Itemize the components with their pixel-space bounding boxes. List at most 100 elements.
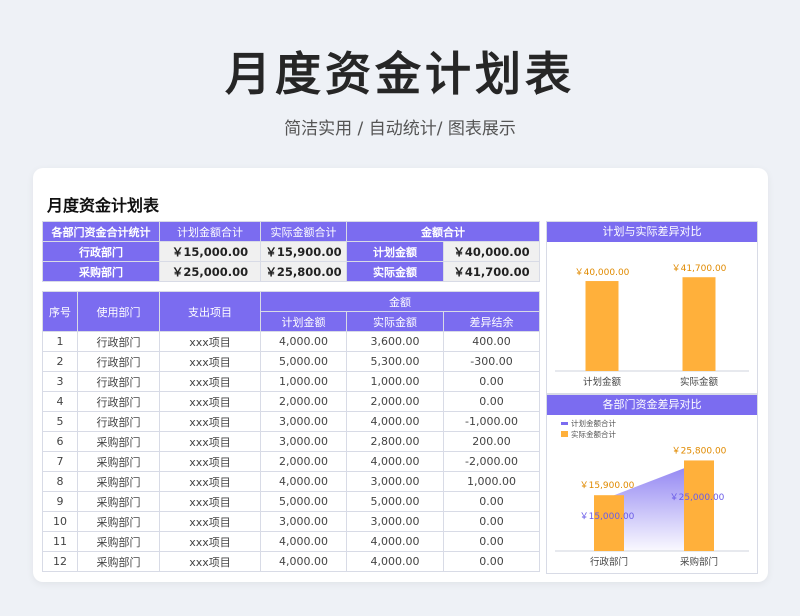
cell-diff[interactable]: 200.00	[443, 431, 540, 452]
summary-actual-cell[interactable]: ￥15,900.00	[260, 241, 347, 262]
cell-plan[interactable]: 2,000.00	[260, 451, 347, 472]
cell-actual[interactable]: 2,000.00	[346, 391, 444, 412]
cell-dept[interactable]: 行政部门	[77, 411, 160, 432]
cell-dept[interactable]: 行政部门	[77, 371, 160, 392]
cell-no[interactable]: 3	[42, 371, 78, 392]
table-row[interactable]: 2 行政部门 xxx项目 5,000.00 5,300.00 -300.00	[42, 351, 540, 372]
cell-diff[interactable]: 400.00	[443, 331, 540, 352]
cell-dept[interactable]: 行政部门	[77, 391, 160, 412]
summary-plan-cell[interactable]: ￥15,000.00	[159, 241, 261, 262]
chart1-plot: ￥40,000.00 计划金额 ￥41,700.00 实际金额	[555, 264, 749, 388]
cell-diff[interactable]: 0.00	[443, 531, 540, 552]
summary-dept-cell[interactable]: 行政部门	[42, 241, 160, 262]
summary-dept-cell[interactable]: 采购部门	[42, 261, 160, 282]
table-row[interactable]: 7 采购部门 xxx项目 2,000.00 4,000.00 -2,000.00	[42, 451, 540, 472]
table-row[interactable]: 11 采购部门 xxx项目 4,000.00 4,000.00 0.00	[42, 531, 540, 552]
cell-item[interactable]: xxx项目	[159, 411, 261, 432]
cell-item[interactable]: xxx项目	[159, 331, 261, 352]
cell-item[interactable]: xxx项目	[159, 551, 261, 572]
cell-item[interactable]: xxx项目	[159, 471, 261, 492]
chart2-actual-label: ￥25,800.00	[672, 446, 727, 456]
cell-plan[interactable]: 4,000.00	[260, 551, 347, 572]
cell-plan[interactable]: 4,000.00	[260, 331, 347, 352]
summary-label-cell[interactable]: 计划金额	[346, 241, 444, 262]
summary-total-cell[interactable]: ￥40,000.00	[443, 241, 540, 262]
cell-actual[interactable]: 4,000.00	[346, 411, 444, 432]
cell-item[interactable]: xxx项目	[159, 451, 261, 472]
table-row[interactable]: 5 行政部门 xxx项目 3,000.00 4,000.00 -1,000.00	[42, 411, 540, 432]
cell-dept[interactable]: 采购部门	[77, 451, 160, 472]
cell-dept[interactable]: 采购部门	[77, 551, 160, 572]
cell-actual[interactable]: 3,000.00	[346, 471, 444, 492]
table-row[interactable]: 3 行政部门 xxx项目 1,000.00 1,000.00 0.00	[42, 371, 540, 392]
cell-actual[interactable]: 3,000.00	[346, 511, 444, 532]
cell-item[interactable]: xxx项目	[159, 531, 261, 552]
table-row[interactable]: 10 采购部门 xxx项目 3,000.00 3,000.00 0.00	[42, 511, 540, 532]
cell-diff[interactable]: 0.00	[443, 491, 540, 512]
cell-item[interactable]: xxx项目	[159, 511, 261, 532]
header-diff: 差异结余	[443, 311, 540, 332]
cell-actual[interactable]: 4,000.00	[346, 551, 444, 572]
summary-total-cell[interactable]: ￥41,700.00	[443, 261, 540, 282]
cell-actual[interactable]: 5,000.00	[346, 491, 444, 512]
cell-no[interactable]: 4	[42, 391, 78, 412]
cell-diff[interactable]: -1,000.00	[443, 411, 540, 432]
summary-plan-cell[interactable]: ￥25,000.00	[159, 261, 261, 282]
cell-diff[interactable]: 0.00	[443, 371, 540, 392]
table-row[interactable]: 4 行政部门 xxx项目 2,000.00 2,000.00 0.00	[42, 391, 540, 412]
cell-item[interactable]: xxx项目	[159, 351, 261, 372]
table-row[interactable]: 9 采购部门 xxx项目 5,000.00 5,000.00 0.00	[42, 491, 540, 512]
cell-plan[interactable]: 4,000.00	[260, 531, 347, 552]
cell-item[interactable]: xxx项目	[159, 391, 261, 412]
cell-no[interactable]: 7	[42, 451, 78, 472]
cell-item[interactable]: xxx项目	[159, 371, 261, 392]
cell-no[interactable]: 9	[42, 491, 78, 512]
cell-diff[interactable]: 0.00	[443, 391, 540, 412]
cell-no[interactable]: 1	[42, 331, 78, 352]
cell-no[interactable]: 5	[42, 411, 78, 432]
table-row[interactable]: 1 行政部门 xxx项目 4,000.00 3,600.00 400.00	[42, 331, 540, 352]
cell-plan[interactable]: 5,000.00	[260, 491, 347, 512]
cell-item[interactable]: xxx项目	[159, 491, 261, 512]
table-row[interactable]: 8 采购部门 xxx项目 4,000.00 3,000.00 1,000.00	[42, 471, 540, 492]
cell-plan[interactable]: 4,000.00	[260, 471, 347, 492]
chart1-value-label: ￥40,000.00	[575, 268, 630, 278]
cell-no[interactable]: 11	[42, 531, 78, 552]
summary-label-cell[interactable]: 实际金额	[346, 261, 444, 282]
cell-diff[interactable]: -300.00	[443, 351, 540, 372]
cell-no[interactable]: 12	[42, 551, 78, 572]
cell-diff[interactable]: 1,000.00	[443, 471, 540, 492]
cell-dept[interactable]: 采购部门	[77, 431, 160, 452]
cell-dept[interactable]: 采购部门	[77, 531, 160, 552]
cell-dept[interactable]: 采购部门	[77, 511, 160, 532]
cell-diff[interactable]: -2,000.00	[443, 451, 540, 472]
cell-actual[interactable]: 4,000.00	[346, 451, 444, 472]
cell-plan[interactable]: 1,000.00	[260, 371, 347, 392]
cell-actual[interactable]: 2,800.00	[346, 431, 444, 452]
cell-plan[interactable]: 5,000.00	[260, 351, 347, 372]
cell-plan[interactable]: 3,000.00	[260, 511, 347, 532]
cell-no[interactable]: 6	[42, 431, 78, 452]
table-row[interactable]: 6 采购部门 xxx项目 3,000.00 2,800.00 200.00	[42, 431, 540, 452]
cell-actual[interactable]: 3,600.00	[346, 331, 444, 352]
cell-no[interactable]: 8	[42, 471, 78, 492]
cell-no[interactable]: 2	[42, 351, 78, 372]
cell-dept[interactable]: 行政部门	[77, 351, 160, 372]
cell-actual[interactable]: 5,300.00	[346, 351, 444, 372]
cell-plan[interactable]: 3,000.00	[260, 411, 347, 432]
cell-plan[interactable]: 2,000.00	[260, 391, 347, 412]
cell-actual[interactable]: 1,000.00	[346, 371, 444, 392]
chart1-bar	[585, 281, 619, 371]
cell-dept[interactable]: 采购部门	[77, 471, 160, 492]
cell-plan[interactable]: 3,000.00	[260, 431, 347, 452]
cell-actual[interactable]: 4,000.00	[346, 531, 444, 552]
cell-no[interactable]: 10	[42, 511, 78, 532]
cell-dept[interactable]: 采购部门	[77, 491, 160, 512]
cell-diff[interactable]: 0.00	[443, 551, 540, 572]
table-row[interactable]: 12 采购部门 xxx项目 4,000.00 4,000.00 0.00	[42, 551, 540, 572]
chart2-title: 各部门资金差异对比	[547, 395, 757, 415]
cell-dept[interactable]: 行政部门	[77, 331, 160, 352]
summary-actual-cell[interactable]: ￥25,800.00	[260, 261, 347, 282]
cell-diff[interactable]: 0.00	[443, 511, 540, 532]
cell-item[interactable]: xxx项目	[159, 431, 261, 452]
